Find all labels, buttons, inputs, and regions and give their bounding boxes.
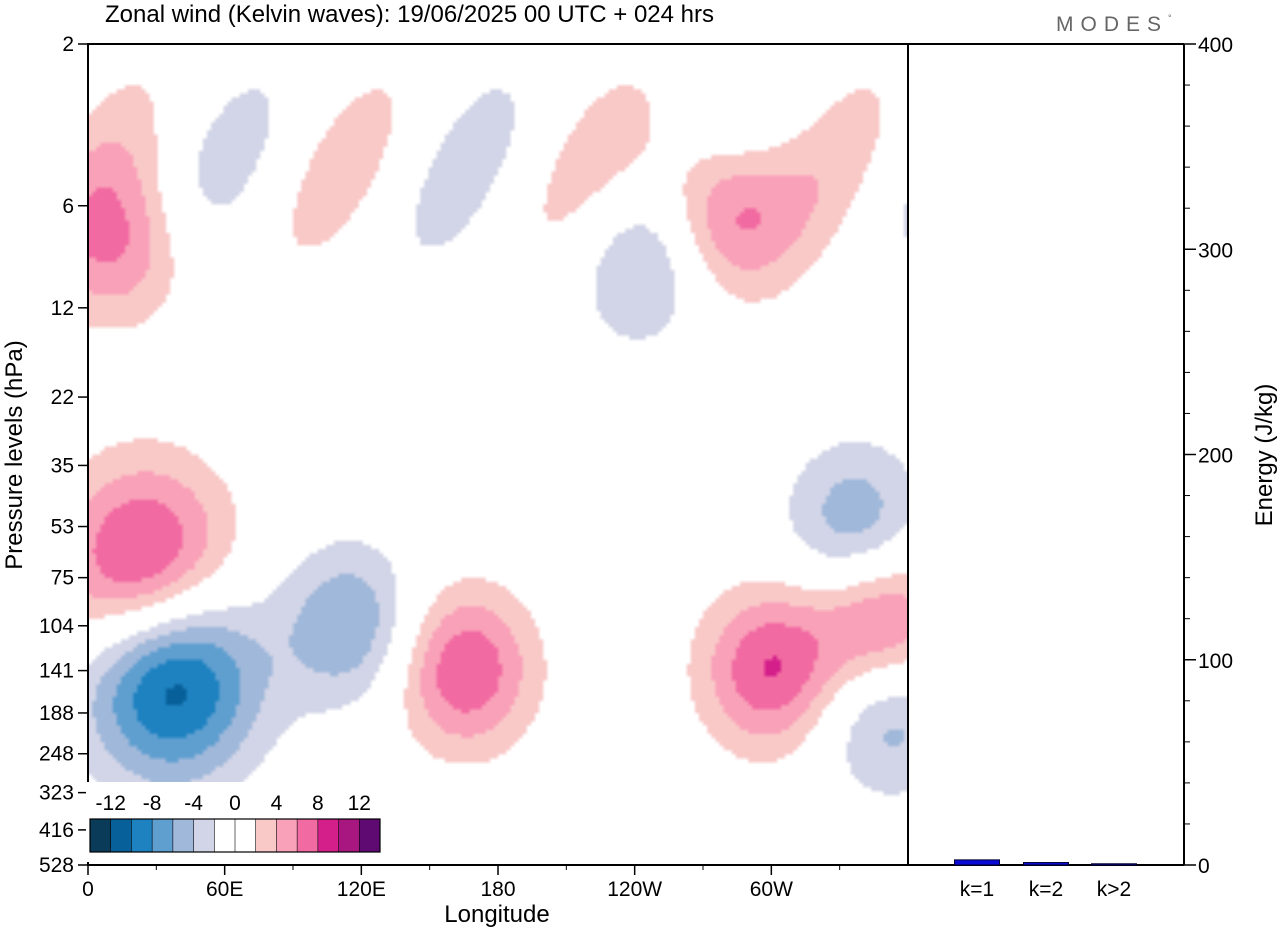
y-tick-label: 248 [39, 743, 74, 766]
heatmap-y-axis: 2 6 12 22 35 53 75 104 141 188 248 323 416 528 [39, 33, 88, 877]
colorbar-swatch [297, 819, 318, 852]
colorbar-swatch [255, 819, 277, 852]
energy-panel: 0 100 200 300 400 k=1 k=2 k>2 [908, 34, 1233, 901]
y-axis-title: Pressure levels (hPa) [1, 340, 28, 569]
y-tick-label: 528 [39, 854, 74, 877]
y-tick-label: 75 [51, 567, 74, 590]
colorbar-swatch [110, 819, 132, 852]
colorbar: -12 -8 -4 0 4 8 12 [86, 782, 384, 862]
colorbar-label: -4 [184, 792, 203, 815]
colorbar-swatch [90, 819, 111, 852]
energy-bar [954, 859, 1000, 866]
colorbar-swatch [276, 819, 298, 852]
energy-bar [1023, 862, 1069, 866]
colorbar-swatch [359, 819, 380, 852]
modes-logo: MODES° [1056, 13, 1172, 36]
colorbar-label: -12 [96, 792, 126, 815]
y-tick-label: 188 [39, 702, 74, 725]
modes-logo-text: MODES [1056, 13, 1168, 36]
heatmap-image [88, 44, 908, 865]
y-tick-label: 323 [39, 782, 74, 805]
chart-title: Zonal wind (Kelvin waves): 19/06/2025 00… [105, 1, 714, 28]
energy-y-tick-label: 200 [1198, 445, 1233, 468]
colorbar-swatch [152, 819, 173, 852]
y-tick-label: 141 [39, 660, 74, 683]
colorbar-swatch [317, 819, 339, 852]
modes-logo-mark: ° [1168, 13, 1172, 23]
heatmap-field [88, 44, 908, 865]
y-tick-label: 12 [51, 297, 74, 320]
x-tick-label: 120E [337, 878, 386, 901]
y-tick-label: 104 [39, 615, 74, 638]
y-tick-label: 22 [51, 386, 74, 409]
energy-y-tick-label: 100 [1198, 650, 1233, 673]
y-tick-label: 416 [39, 819, 74, 842]
energy-category-label: k=1 [960, 878, 994, 901]
colorbar-swatch [235, 819, 256, 852]
colorbar-label: 8 [312, 792, 324, 815]
y-tick-label: 53 [51, 516, 74, 539]
colorbar-label: -8 [143, 792, 162, 815]
colorbar-swatch [131, 819, 153, 852]
energy-y-tick-label: 400 [1198, 34, 1233, 57]
energy-category-label: k>2 [1097, 878, 1131, 901]
x-tick-label: 180 [480, 878, 515, 901]
energy-y-tick-label: 300 [1198, 239, 1233, 262]
x-tick-label: 0 [82, 878, 94, 901]
energy-axis-title: Energy (J/kg) [1251, 384, 1278, 527]
colorbar-swatch [338, 819, 360, 852]
energy-y-tick-label: 0 [1198, 855, 1210, 878]
heatmap-x-axis: 0 60E 120E 180 120W 60W [82, 865, 841, 901]
x-tick-label: 60E [206, 878, 243, 901]
x-tick-label: 60W [750, 878, 793, 901]
colorbar-label: 12 [348, 792, 371, 815]
colorbar-label: 0 [229, 792, 241, 815]
energy-category-label: k=2 [1029, 878, 1063, 901]
colorbar-label: 4 [271, 792, 283, 815]
x-axis-title: Longitude [444, 901, 549, 928]
y-tick-label: 6 [62, 195, 74, 218]
colorbar-swatch [193, 819, 215, 852]
colorbar-swatch [172, 819, 194, 852]
energy-bar [1091, 863, 1137, 866]
colorbar-swatch [214, 819, 235, 852]
y-tick-label: 2 [62, 33, 74, 56]
y-tick-label: 35 [51, 454, 74, 477]
x-tick-label: 120W [607, 878, 662, 901]
